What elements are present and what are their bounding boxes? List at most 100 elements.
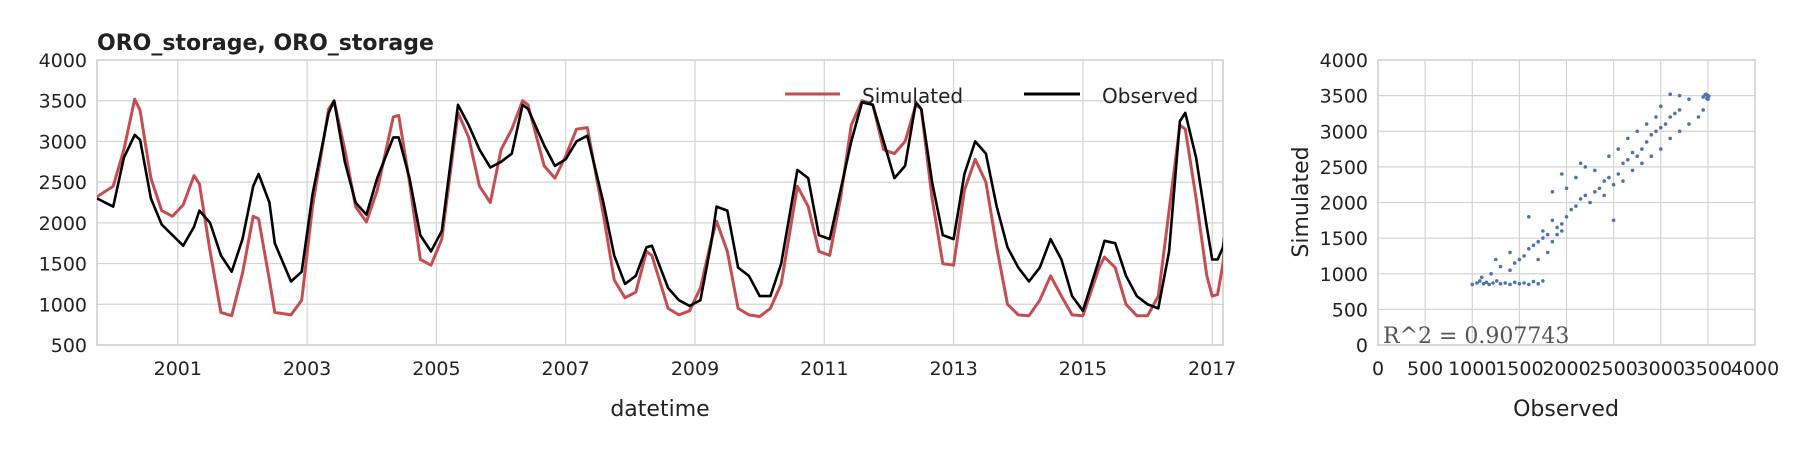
scatter-point — [1536, 257, 1540, 262]
scatter-point — [1508, 268, 1512, 273]
scatter-point — [1484, 280, 1489, 285]
scatter-point — [1550, 218, 1555, 223]
scatter-point — [1578, 161, 1583, 166]
scatter-point — [1659, 104, 1663, 109]
scatter-y-tick-label: 2000 — [1320, 193, 1368, 215]
scatter-point — [1470, 282, 1475, 287]
scatter-x-tick-label: 500 — [1407, 358, 1443, 380]
scatter-point — [1626, 136, 1630, 141]
scatter-point — [1703, 93, 1707, 97]
scatter-point — [1550, 190, 1555, 194]
scatter-point — [1659, 125, 1663, 130]
scatter-point — [1478, 279, 1482, 283]
scatter-point — [1527, 282, 1531, 287]
legend-label-observed: Observed — [1102, 84, 1198, 108]
scatter-point — [1640, 161, 1644, 166]
x-tick-label: 2003 — [283, 358, 331, 380]
scatter-point — [1495, 279, 1499, 283]
scatter-y-tick-label: 500 — [1332, 299, 1368, 321]
scatter-point — [1677, 93, 1682, 98]
scatter-x-tick-label: 1000 — [1448, 358, 1496, 380]
scatter-point — [1491, 281, 1495, 285]
scatter-points — [1470, 92, 1711, 287]
scatter-point — [1630, 150, 1635, 155]
scatter-point — [1701, 108, 1705, 112]
scatter-y-tick-label: 3500 — [1320, 86, 1368, 108]
y-tick-label: 4000 — [39, 50, 87, 72]
scatter-point — [1644, 122, 1649, 126]
x-tick-label: 2007 — [542, 358, 590, 380]
scatter-x-tick-label: 1500 — [1495, 358, 1543, 380]
scatter-point — [1531, 243, 1536, 248]
timeseries-y-ticks: 500 1000 1500 2000 2500 3000 3500 4000 — [39, 50, 87, 357]
scatter-point — [1611, 182, 1616, 187]
scatter-point — [1574, 175, 1578, 180]
scatter-point — [1498, 281, 1503, 286]
scatter-point — [1498, 264, 1503, 269]
x-tick-label: 2017 — [1188, 358, 1236, 380]
scatter-point — [1522, 281, 1526, 285]
scatter-point — [1616, 172, 1621, 176]
scatter-point — [1597, 186, 1602, 191]
scatter-point — [1487, 282, 1491, 287]
scatter-x-tick-label: 3000 — [1637, 358, 1685, 380]
scatter-point — [1481, 281, 1486, 286]
scatter-point — [1550, 239, 1555, 244]
scatter-point — [1541, 279, 1545, 283]
scatter-x-tick-label: 2500 — [1589, 358, 1637, 380]
scatter-point — [1593, 168, 1597, 173]
scatter-point — [1545, 250, 1550, 255]
scatter-point — [1602, 179, 1606, 183]
scatter-y-ticks: 0 500 1000 1500 2000 2500 3000 3500 4000 — [1320, 50, 1368, 357]
scatter-x-tick-label: 3500 — [1684, 358, 1732, 380]
scatter-x-tick-label: 2000 — [1542, 358, 1590, 380]
scatter-point — [1508, 250, 1512, 255]
scatter-point — [1512, 280, 1517, 285]
scatter-point — [1626, 158, 1630, 162]
scatter-point — [1475, 281, 1479, 285]
scatter-point — [1555, 232, 1559, 237]
scatter-point — [1479, 275, 1484, 280]
scatter-point — [1536, 281, 1540, 286]
scatter-point — [1527, 247, 1531, 251]
scatter-point — [1541, 236, 1545, 240]
x-tick-label: 2013 — [929, 358, 977, 380]
scatter-x-tick-label: 0 — [1372, 358, 1384, 380]
scatter-point — [1583, 165, 1588, 169]
scatter-grid — [1377, 59, 1756, 346]
scatter-point — [1607, 154, 1611, 158]
scatter-point — [1555, 225, 1559, 230]
scatter-y-tick-label: 1500 — [1320, 228, 1368, 250]
x-tick-label: 2015 — [1059, 358, 1107, 380]
scatter-point — [1527, 215, 1531, 219]
scatter-point — [1687, 122, 1691, 126]
scatter-point — [1560, 229, 1564, 233]
scatter-point — [1663, 122, 1668, 126]
scatter-point — [1616, 147, 1621, 151]
chart-title: ORO_storage, ORO_storage — [97, 31, 434, 56]
scatter-point — [1574, 204, 1578, 208]
timeseries-x-ticks: 2001 2003 2005 2007 2009 2011 2013 2015 2017 — [154, 358, 1237, 380]
scatter-point — [1644, 140, 1649, 144]
timeseries-lines — [97, 97, 1223, 318]
scatter-point — [1607, 175, 1611, 180]
scatter-point — [1588, 200, 1592, 205]
scatter-point — [1677, 129, 1682, 134]
scatter-point — [1673, 111, 1677, 116]
scatter-point — [1503, 281, 1507, 285]
scatter-point — [1611, 218, 1616, 223]
y-tick-label: 500 — [51, 335, 87, 357]
x-tick-label: 2005 — [412, 358, 460, 380]
y-tick-label: 2000 — [39, 213, 87, 235]
scatter-point — [1668, 136, 1672, 141]
scatter-point — [1531, 279, 1536, 284]
scatter-point — [1687, 97, 1691, 101]
scatter-point — [1508, 282, 1512, 287]
scatter-point — [1677, 108, 1682, 112]
scatter-point — [1635, 129, 1639, 134]
scatter-point — [1512, 261, 1517, 265]
scatter-point — [1541, 229, 1545, 233]
scatter-y-tick-label: 0 — [1356, 335, 1368, 357]
